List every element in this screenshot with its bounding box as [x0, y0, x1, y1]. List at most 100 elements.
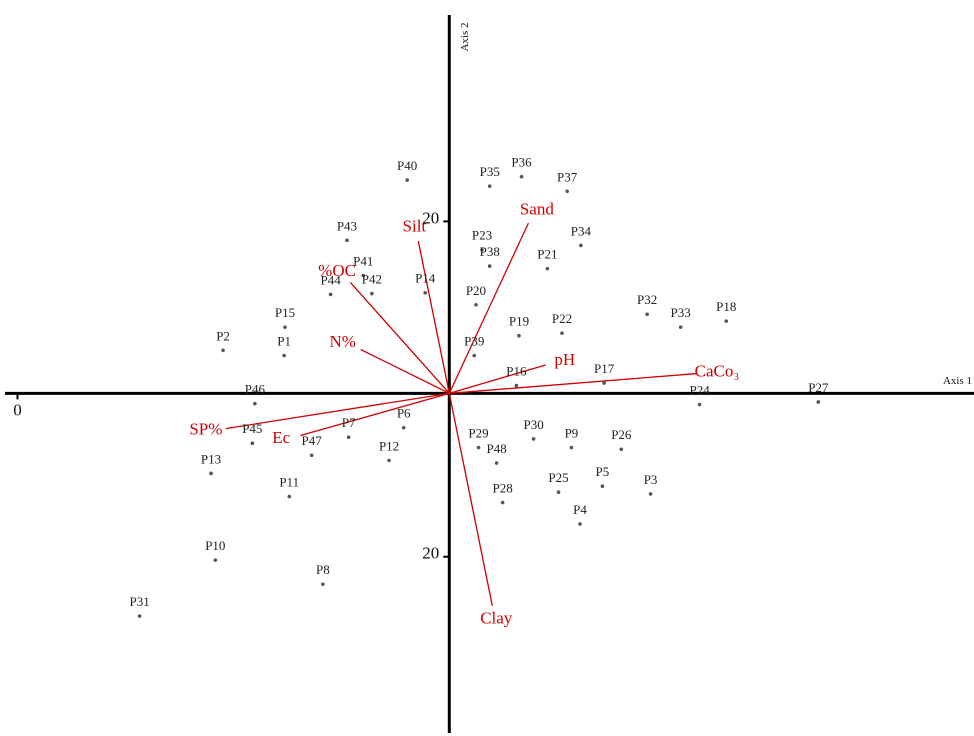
sample-point	[517, 333, 521, 338]
sample-point	[645, 312, 649, 317]
sample-point	[648, 492, 653, 496]
sample-point	[209, 471, 213, 476]
sample-point	[328, 292, 333, 297]
point-label: P2	[216, 328, 230, 343]
sample-point	[474, 302, 478, 307]
point-label: P48	[486, 441, 506, 456]
vector-label: pH	[554, 350, 575, 369]
point-label: P37	[557, 169, 578, 184]
sample-point	[287, 494, 292, 499]
vector-label: CaCo₃	[695, 361, 740, 380]
point-label: P29	[468, 426, 488, 441]
point-label: P15	[275, 305, 295, 320]
point-label: P22	[552, 311, 572, 326]
sample-point	[346, 435, 351, 440]
sample-point	[387, 458, 391, 463]
sample-point	[253, 401, 257, 406]
sample-point	[578, 522, 582, 526]
point-label: P31	[130, 594, 150, 609]
point-label: P21	[537, 247, 557, 262]
point-label: P47	[302, 433, 323, 448]
sample-point	[602, 381, 606, 385]
sample-point	[423, 290, 428, 295]
loading-vector	[417, 241, 450, 394]
sample-point	[724, 319, 729, 323]
vector-label: SP%	[189, 420, 222, 439]
sample-point	[476, 445, 481, 450]
point-label: P10	[205, 538, 225, 553]
sample-point	[487, 184, 492, 188]
point-label: P16	[506, 364, 527, 379]
point-label: P8	[316, 562, 330, 577]
point-label: P25	[548, 470, 568, 485]
point-label: P39	[464, 333, 484, 348]
point-label: P35	[480, 164, 500, 179]
point-label: P12	[379, 438, 399, 453]
sample-point	[579, 243, 583, 248]
y-tick-label: 20	[422, 208, 439, 227]
loading-vector	[448, 393, 493, 606]
point-label: P3	[644, 472, 658, 487]
sample-point	[345, 238, 349, 243]
point-label: P40	[397, 158, 417, 173]
vector-label: Silt	[403, 216, 427, 235]
point-label: P9	[565, 426, 579, 441]
sample-point	[250, 441, 255, 446]
sample-point	[370, 291, 374, 296]
sample-point	[514, 383, 519, 388]
sample-point	[678, 325, 683, 329]
vector-label: %OC	[318, 261, 356, 280]
point-label: P27	[808, 380, 829, 395]
point-label: P24	[689, 383, 710, 398]
vector-label: Clay	[480, 608, 513, 627]
sample-point	[480, 247, 484, 252]
sample-point	[282, 353, 286, 358]
sample-point	[600, 484, 605, 489]
point-label: P19	[509, 314, 529, 329]
point-label: P43	[337, 218, 357, 233]
point-label: P28	[493, 481, 513, 496]
sample-point	[213, 558, 218, 562]
sample-point	[697, 402, 702, 407]
point-label: P17	[594, 361, 615, 376]
sample-point	[309, 453, 314, 458]
sample-point	[137, 614, 142, 618]
point-label: P5	[596, 464, 610, 479]
point-label: P42	[362, 272, 382, 287]
sample-point	[556, 490, 561, 495]
sample-point	[565, 189, 569, 194]
sample-point	[283, 325, 287, 329]
point-label: P13	[201, 451, 221, 466]
sample-point	[401, 425, 406, 430]
vector-label: N%	[330, 332, 356, 351]
point-label: P46	[245, 382, 266, 397]
loading-vector	[300, 392, 450, 437]
y-axis-label: Axis 2	[459, 22, 471, 51]
point-label: P7	[342, 415, 356, 430]
point-label: P33	[671, 305, 691, 320]
sample-point	[405, 178, 409, 182]
point-label: P41	[353, 254, 373, 269]
sample-point	[560, 331, 564, 335]
sample-point	[545, 266, 550, 271]
point-label: P18	[716, 299, 736, 314]
point-label: P14	[415, 271, 436, 286]
sample-point	[619, 447, 624, 452]
vector-label: Sand	[520, 199, 555, 218]
point-label: P26	[611, 427, 632, 442]
point-label: P4	[573, 502, 587, 517]
point-label: P38	[480, 244, 500, 259]
point-label: P23	[472, 228, 492, 243]
sample-point	[221, 348, 225, 353]
point-label: P44	[320, 272, 341, 287]
point-label: P32	[637, 292, 657, 307]
sample-point	[472, 353, 477, 358]
sample-point	[816, 400, 821, 404]
point-label: P30	[523, 417, 543, 432]
point-label: P11	[279, 475, 299, 490]
point-label: P45	[242, 421, 262, 436]
point-label: P6	[397, 406, 411, 421]
vector-label: Ec	[272, 428, 290, 447]
x-axis-label: Axis 1	[943, 375, 972, 387]
sample-point	[569, 445, 574, 450]
